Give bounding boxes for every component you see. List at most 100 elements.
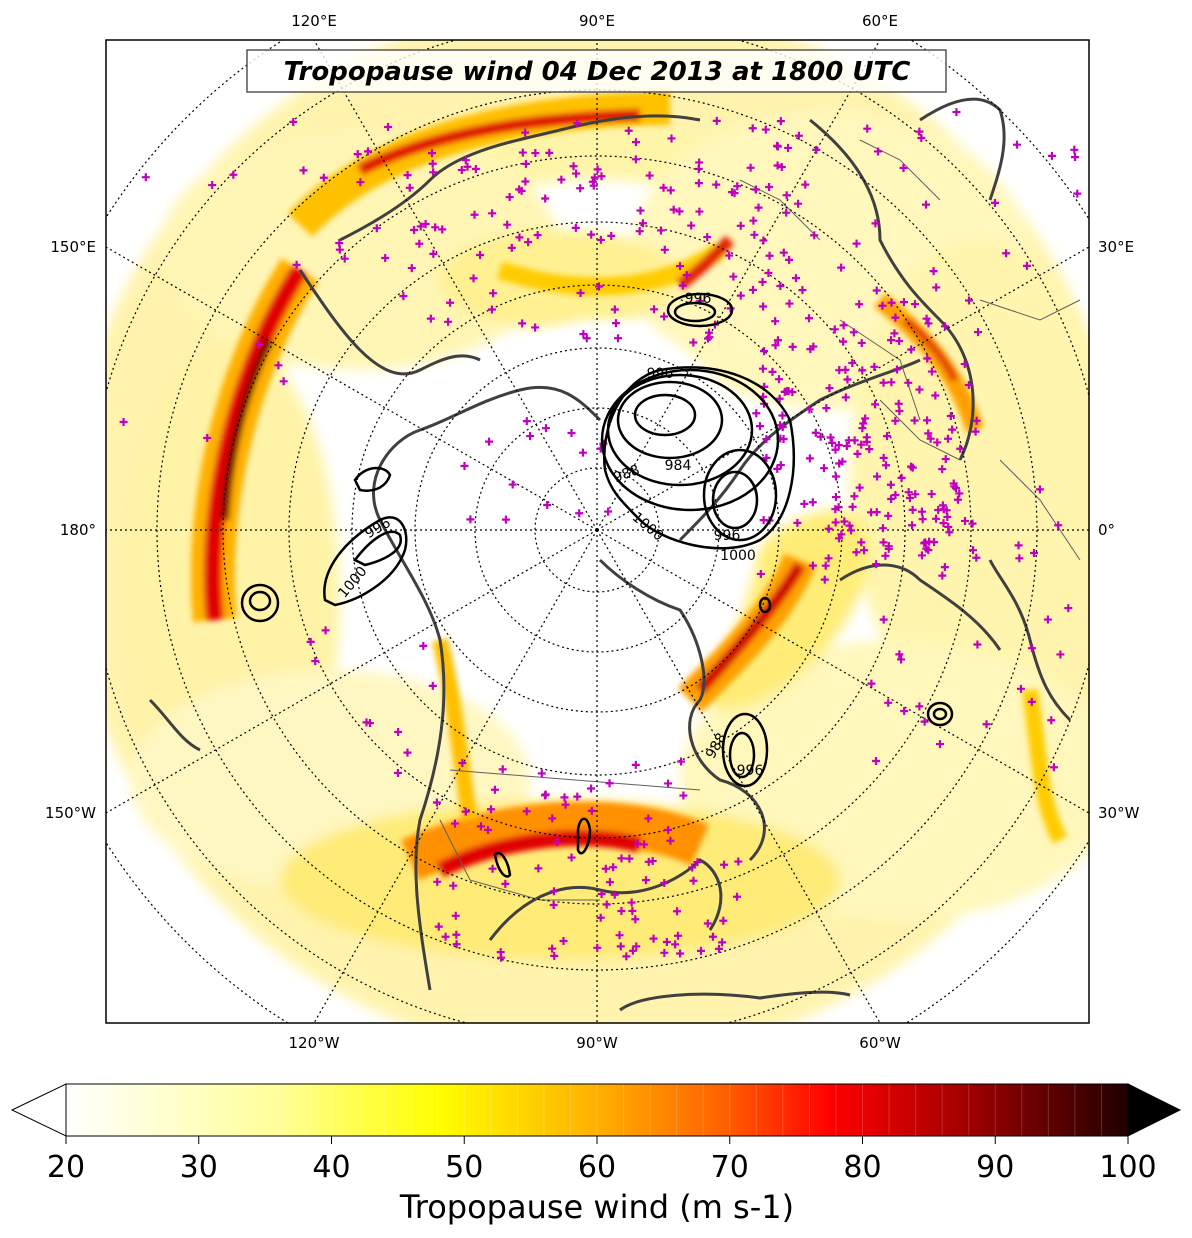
station-marker: [537, 769, 546, 778]
station-marker: [982, 720, 991, 729]
station-marker: [782, 191, 791, 200]
station-marker: [900, 707, 909, 716]
station-marker: [750, 230, 759, 239]
station-marker: [897, 655, 906, 664]
station-marker: [961, 516, 970, 525]
station-marker: [452, 930, 461, 939]
station-marker: [894, 399, 903, 408]
pressure-contours: [240, 292, 954, 878]
station-marker: [949, 479, 958, 488]
station-marker: [660, 312, 669, 321]
station-marker: [675, 207, 684, 216]
station-marker: [752, 409, 761, 418]
station-marker: [703, 233, 712, 242]
station-marker: [524, 238, 533, 247]
station-marker: [458, 759, 467, 768]
station-marker: [910, 300, 919, 309]
station-marker: [689, 338, 698, 347]
station-marker: [887, 494, 896, 503]
station-marker: [879, 538, 888, 547]
station-marker: [488, 864, 497, 873]
station-marker: [974, 328, 983, 337]
station-marker: [428, 149, 437, 158]
station-marker: [773, 141, 782, 150]
station-marker: [759, 347, 768, 356]
station-marker: [673, 907, 682, 916]
station-marker: [852, 239, 861, 248]
station-marker: [923, 416, 932, 425]
station-marker: [792, 274, 801, 283]
station-marker: [559, 936, 568, 945]
station-marker: [335, 245, 344, 254]
station-marker: [773, 464, 782, 473]
station-marker: [824, 554, 833, 563]
station-marker: [972, 553, 981, 562]
station-marker: [794, 199, 803, 208]
station-marker: [632, 942, 641, 951]
station-marker: [1014, 541, 1023, 550]
colorbar-label: Tropopause wind (m s-1): [399, 1188, 794, 1226]
station-marker: [1027, 644, 1036, 653]
title-box: [246, 49, 947, 93]
station-marker: [751, 185, 760, 194]
station-marker: [604, 507, 613, 516]
station-marker: [518, 319, 527, 328]
station-marker: [849, 328, 858, 337]
station-marker: [531, 149, 540, 158]
station-marker: [831, 445, 840, 454]
station-marker: [557, 175, 566, 184]
station-marker: [656, 226, 665, 235]
station-marker: [968, 519, 977, 528]
station-marker: [756, 569, 765, 578]
station-marker: [955, 489, 964, 498]
station-marker: [939, 519, 948, 528]
station-marker: [826, 433, 835, 442]
colorbar-tick-label: 60: [578, 1150, 616, 1185]
station-marker: [782, 208, 791, 217]
station-marker: [571, 223, 580, 232]
station-marker: [816, 432, 825, 441]
station-marker: [884, 698, 893, 707]
station-marker: [1056, 650, 1065, 659]
station-marker: [904, 488, 913, 497]
lon-label-right-2: 30°W: [1098, 804, 1140, 822]
station-marker: [576, 288, 585, 297]
station-marker: [891, 416, 900, 425]
station-marker: [915, 702, 924, 711]
station-marker: [831, 493, 840, 502]
station-marker: [208, 181, 217, 190]
station-marker: [582, 334, 591, 343]
station-marker: [938, 571, 947, 580]
station-marker: [484, 826, 493, 835]
station-marker: [631, 155, 640, 164]
station-marker: [899, 298, 908, 307]
station-marker: [830, 325, 839, 334]
station-marker: [855, 300, 864, 309]
station-marker: [541, 194, 550, 203]
station-marker: [858, 424, 867, 433]
station-marker: [693, 858, 702, 867]
station-marker: [758, 278, 767, 287]
station-marker: [825, 384, 834, 393]
station-marker: [887, 336, 896, 345]
station-marker: [515, 233, 524, 242]
station-marker: [567, 853, 576, 862]
lon-label-top-1: 90°E: [579, 12, 615, 30]
station-marker: [872, 508, 881, 517]
station-marker: [857, 538, 866, 547]
station-marker: [839, 337, 848, 346]
station-marker: [627, 898, 636, 907]
station-marker: [489, 289, 498, 298]
station-marker: [948, 425, 957, 434]
station-marker: [431, 223, 440, 232]
station-marker: [861, 414, 870, 423]
station-marker: [365, 719, 374, 728]
station-marker: [677, 757, 686, 766]
station-marker: [824, 524, 833, 533]
station-marker: [1073, 189, 1082, 198]
station-marker: [908, 505, 917, 514]
station-marker: [372, 224, 381, 233]
station-marker: [432, 798, 441, 807]
station-marker: [845, 521, 854, 530]
station-marker: [775, 394, 784, 403]
